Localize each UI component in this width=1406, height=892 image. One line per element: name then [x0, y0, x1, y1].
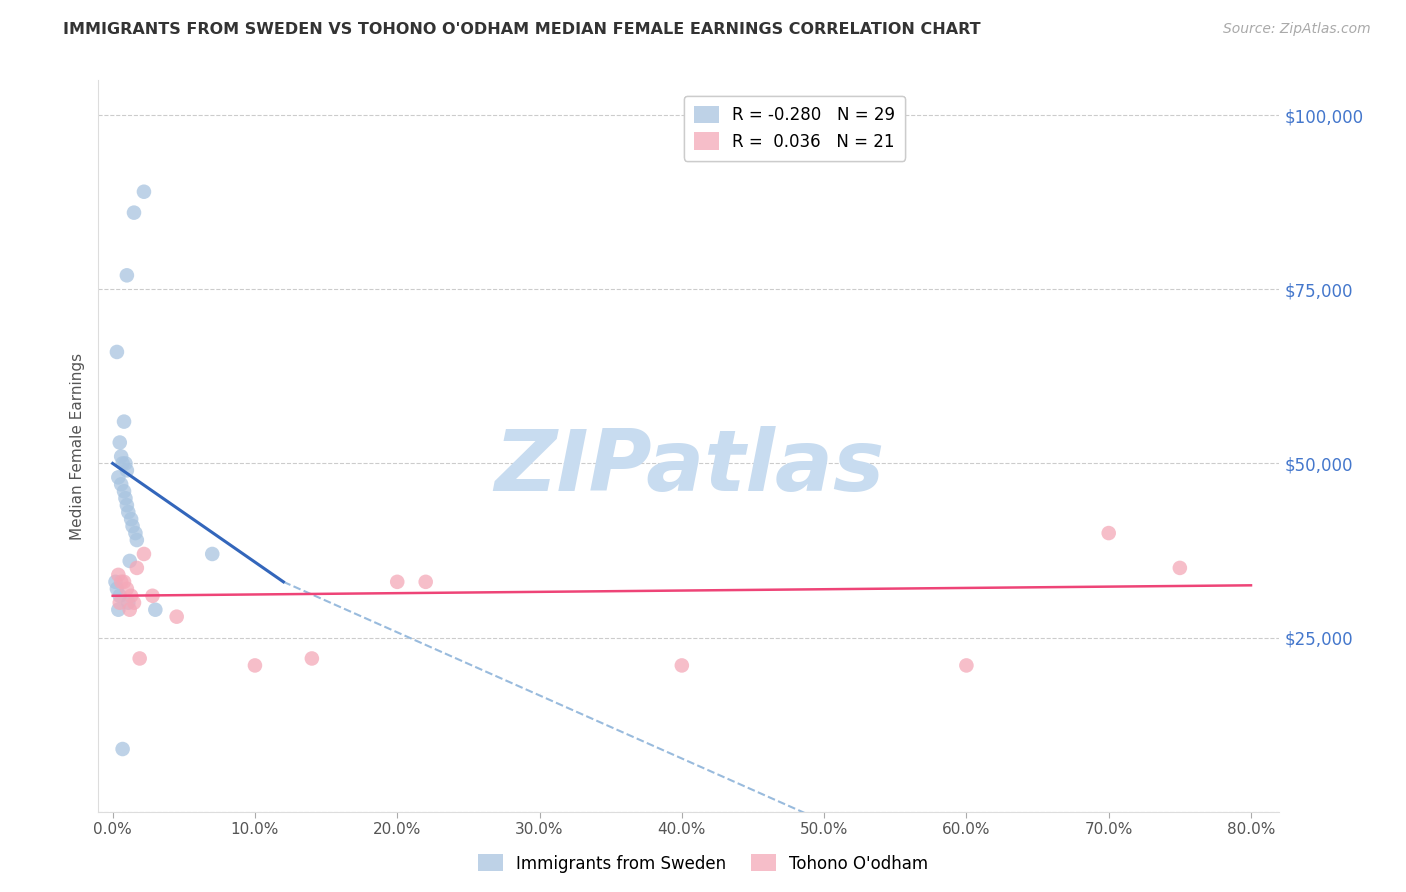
Point	[112, 415, 135, 429]
Point	[107, 567, 129, 582]
Point	[122, 596, 145, 610]
Point	[105, 345, 128, 359]
Point	[166, 609, 188, 624]
Point	[120, 589, 142, 603]
Point	[114, 457, 136, 471]
Point	[955, 658, 977, 673]
Point	[118, 554, 141, 568]
Point	[387, 574, 409, 589]
Point	[1098, 526, 1121, 541]
Point	[143, 603, 166, 617]
Point	[128, 651, 150, 665]
Point	[120, 512, 142, 526]
Point	[108, 435, 131, 450]
Point	[115, 268, 138, 283]
Point	[125, 533, 148, 547]
Text: ZIPatlas: ZIPatlas	[494, 426, 884, 509]
Point	[115, 498, 138, 512]
Point	[1168, 561, 1191, 575]
Point	[110, 450, 132, 464]
Point	[243, 658, 266, 673]
Point	[105, 582, 128, 596]
Point	[301, 651, 323, 665]
Point	[110, 477, 132, 491]
Point	[118, 603, 141, 617]
Point	[132, 185, 155, 199]
Point	[114, 491, 136, 506]
Legend: Immigrants from Sweden, Tohono O'odham: Immigrants from Sweden, Tohono O'odham	[471, 847, 935, 880]
Point	[122, 205, 145, 219]
Point	[125, 561, 148, 575]
Point	[415, 574, 437, 589]
Y-axis label: Median Female Earnings: Median Female Earnings	[70, 352, 86, 540]
Point	[108, 596, 131, 610]
Point	[141, 589, 163, 603]
Point	[110, 574, 132, 589]
Point	[124, 526, 146, 541]
Point	[132, 547, 155, 561]
Text: IMMIGRANTS FROM SWEDEN VS TOHONO O'ODHAM MEDIAN FEMALE EARNINGS CORRELATION CHAR: IMMIGRANTS FROM SWEDEN VS TOHONO O'ODHAM…	[63, 22, 981, 37]
Point	[112, 484, 135, 499]
Point	[112, 574, 135, 589]
Point	[111, 742, 134, 756]
Point	[108, 589, 131, 603]
Text: Source: ZipAtlas.com: Source: ZipAtlas.com	[1223, 22, 1371, 37]
Point	[201, 547, 224, 561]
Point	[111, 457, 134, 471]
Legend: R = -0.280   N = 29, R =  0.036   N = 21: R = -0.280 N = 29, R = 0.036 N = 21	[683, 96, 905, 161]
Point	[117, 505, 139, 519]
Point	[671, 658, 693, 673]
Point	[115, 463, 138, 477]
Point	[115, 582, 138, 596]
Point	[107, 603, 129, 617]
Point	[107, 470, 129, 484]
Point	[117, 596, 139, 610]
Point	[104, 574, 127, 589]
Point	[121, 519, 143, 533]
